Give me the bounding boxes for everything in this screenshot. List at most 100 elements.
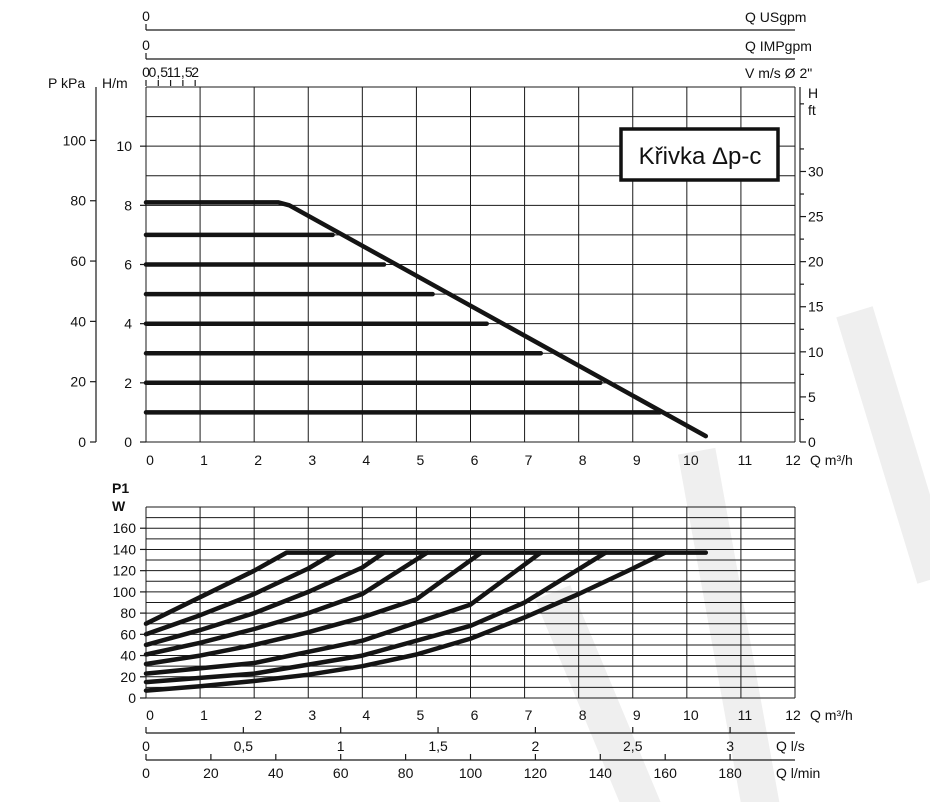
power-x-tick-label: 9: [633, 707, 641, 723]
feet-tick-label: 30: [808, 163, 824, 179]
bottom-scales: 0 0,5 1 1,5 2 2,5 3 Q l/s 0 20 40 60 80 100 120 140 160 1…: [142, 727, 820, 781]
bottom-scale-tick-label: 3: [726, 738, 734, 754]
top-scale-unit: V m/s Ø 2": [745, 65, 812, 81]
head-x-tick-label: 3: [308, 452, 316, 468]
curve-box-label: Křivka Δp-c: [639, 143, 762, 170]
power-x-tick-label: 5: [417, 707, 425, 723]
head-x-axis-label: Q m³/h: [810, 452, 853, 468]
bottom-scale-tick-label: 1: [337, 738, 345, 754]
power-x-tick-label: 11: [738, 707, 753, 723]
head-x-tick-label: 5: [417, 452, 425, 468]
power-x-tick-label: 8: [579, 707, 587, 723]
head-tick-label: 4: [124, 316, 132, 332]
pressure-tick-label: 100: [63, 132, 87, 148]
top-scale-tick-label: 0: [142, 64, 150, 80]
watermark-stroke-1: [677, 447, 780, 802]
head-x-tick-label: 12: [785, 452, 801, 468]
feet-axis-label: H: [808, 85, 818, 101]
feet-tick-label: 0: [808, 434, 816, 450]
head-tick-label: 2: [124, 375, 132, 391]
head-x-tick-label: 8: [579, 452, 587, 468]
bottom-scale-tick-label: 0,5: [234, 738, 254, 754]
power-curve-2: [143, 550, 338, 637]
feet-tick-label: 25: [808, 209, 824, 225]
top-scale-unit: Q USgpm: [745, 9, 806, 25]
head-x-tick-label: 11: [738, 452, 753, 468]
watermark: [535, 306, 930, 802]
head-tick-label: 8: [124, 197, 132, 213]
pressure-tick-label: 20: [70, 374, 86, 390]
power-curve-8: [143, 550, 668, 693]
power-curve-7: [143, 550, 608, 685]
power-axis-label: P1: [112, 480, 129, 496]
power-x-tick-label: 0: [146, 707, 154, 723]
power-x-tick-label: 12: [785, 707, 801, 723]
head-x-tick-label: 9: [633, 452, 641, 468]
feet-tick-label: 10: [808, 344, 824, 360]
power-axis-unit: W: [112, 498, 126, 514]
power-tick-label: 80: [120, 605, 136, 621]
power-x-axis-label: Q m³/h: [810, 707, 853, 723]
head-x-tick-label: 10: [683, 452, 699, 468]
bottom-scale-unit: Q l/s: [776, 738, 805, 754]
head-curve-1: [143, 200, 709, 439]
head-tick-label: 10: [116, 138, 132, 154]
curve-box-frame: [619, 127, 780, 182]
watermark-stroke-2: [535, 585, 661, 802]
bottom-scale-tick-label: 120: [524, 765, 548, 781]
power-x-tick-label: 7: [525, 707, 533, 723]
top-scale-tick-label: 2: [191, 64, 199, 80]
head-tick-label: 6: [124, 257, 132, 273]
bottom-scale-tick-label: 0: [142, 738, 150, 754]
pressure-axis-label: P kPa: [48, 75, 85, 91]
head-x-tick-label: 2: [254, 452, 262, 468]
power-tick-label: 100: [113, 584, 137, 600]
power-tick-label: 160: [113, 520, 137, 536]
feet-tick-label: 15: [808, 299, 824, 315]
top-scale-tick-label: 0,5: [149, 64, 169, 80]
top-scale-unit: Q IMPgpm: [745, 38, 812, 54]
top-scale-tick-label: 1,5: [173, 64, 193, 80]
top-scale-tick-label: 0: [142, 37, 150, 53]
pressure-tick-label: 60: [70, 253, 86, 269]
power-tick-label: 140: [113, 541, 137, 557]
bottom-scale-tick-label: 80: [398, 765, 414, 781]
pressure-tick-label: 0: [78, 434, 86, 450]
power-curve-4: [143, 550, 430, 657]
power-tick-label: 60: [120, 626, 136, 642]
top-scale-tick-label: 0: [142, 8, 150, 24]
head-x-tick-label: 1: [200, 452, 208, 468]
feet-tick-label: 5: [808, 389, 816, 405]
power-tick-label: 0: [128, 690, 136, 706]
bottom-scale-tick-label: 0: [142, 765, 150, 781]
power-curve-6: [143, 550, 544, 676]
power-x-tick-label: 6: [471, 707, 479, 723]
pressure-tick-label: 80: [70, 193, 86, 209]
head-x-tick-label: 7: [525, 452, 533, 468]
bottom-scale-tick-label: 100: [459, 765, 483, 781]
head-x-tick-label: 0: [146, 452, 154, 468]
bottom-scale-tick-label: 140: [589, 765, 613, 781]
curve-box: Křivka Δp-c: [619, 127, 780, 182]
top-scale-tick-label: 1: [167, 64, 175, 80]
power-x-tick-label: 4: [362, 707, 370, 723]
power-tick-label: 120: [113, 563, 137, 579]
power-tick-label: 20: [120, 669, 136, 685]
feet-axis-unit: ft: [808, 102, 816, 118]
power-tick-label: 40: [120, 648, 136, 664]
power-curve-3: [143, 550, 387, 648]
head-axis-label: H/m: [102, 75, 128, 91]
bottom-scale-tick-label: 40: [268, 765, 284, 781]
power-x-tick-label: 2: [254, 707, 262, 723]
bottom-scale-tick-label: 1,5: [428, 738, 448, 754]
bottom-scale-tick-label: 2,5: [623, 738, 643, 754]
feet-tick-label: 20: [808, 254, 824, 270]
pressure-tick-label: 40: [70, 313, 86, 329]
bottom-scale-tick-label: 180: [718, 765, 742, 781]
bottom-scale-unit: Q l/min: [776, 765, 820, 781]
bottom-scale-tick-label: 2: [532, 738, 540, 754]
top-scales: 051015202530354045Q USgpm051015202530354…: [142, 8, 812, 86]
